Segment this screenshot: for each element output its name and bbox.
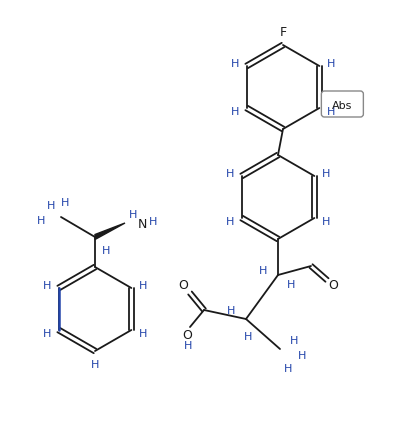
FancyBboxPatch shape [322,92,363,118]
Polygon shape [95,224,125,240]
Text: Abs: Abs [332,101,353,111]
Text: H: H [259,265,267,275]
Text: H: H [139,280,148,290]
Text: H: H [91,359,99,369]
Text: H: H [287,279,295,289]
Text: H: H [298,350,306,360]
Text: H: H [42,280,51,290]
Text: H: H [129,210,137,219]
Text: H: H [227,305,235,315]
Text: H: H [284,363,292,373]
Text: H: H [322,169,331,178]
Text: H: H [102,245,110,256]
Text: H: H [184,340,192,350]
Text: H: H [139,328,148,338]
Text: H: H [290,335,298,345]
Text: H: H [230,107,239,117]
Text: H: H [244,331,252,341]
Text: F: F [279,26,286,38]
Text: H: H [322,216,331,227]
Text: H: H [226,216,234,227]
Text: O: O [178,279,188,292]
Text: H: H [226,169,234,178]
Text: H: H [47,201,55,210]
Text: N: N [137,218,147,231]
Text: H: H [37,216,45,225]
Text: O: O [182,329,192,342]
Text: O: O [328,279,338,292]
Text: H: H [327,59,336,69]
Text: H: H [42,328,51,338]
Text: H: H [230,59,239,69]
Text: H: H [61,198,69,207]
Text: H: H [327,107,336,117]
Text: H: H [149,216,157,227]
